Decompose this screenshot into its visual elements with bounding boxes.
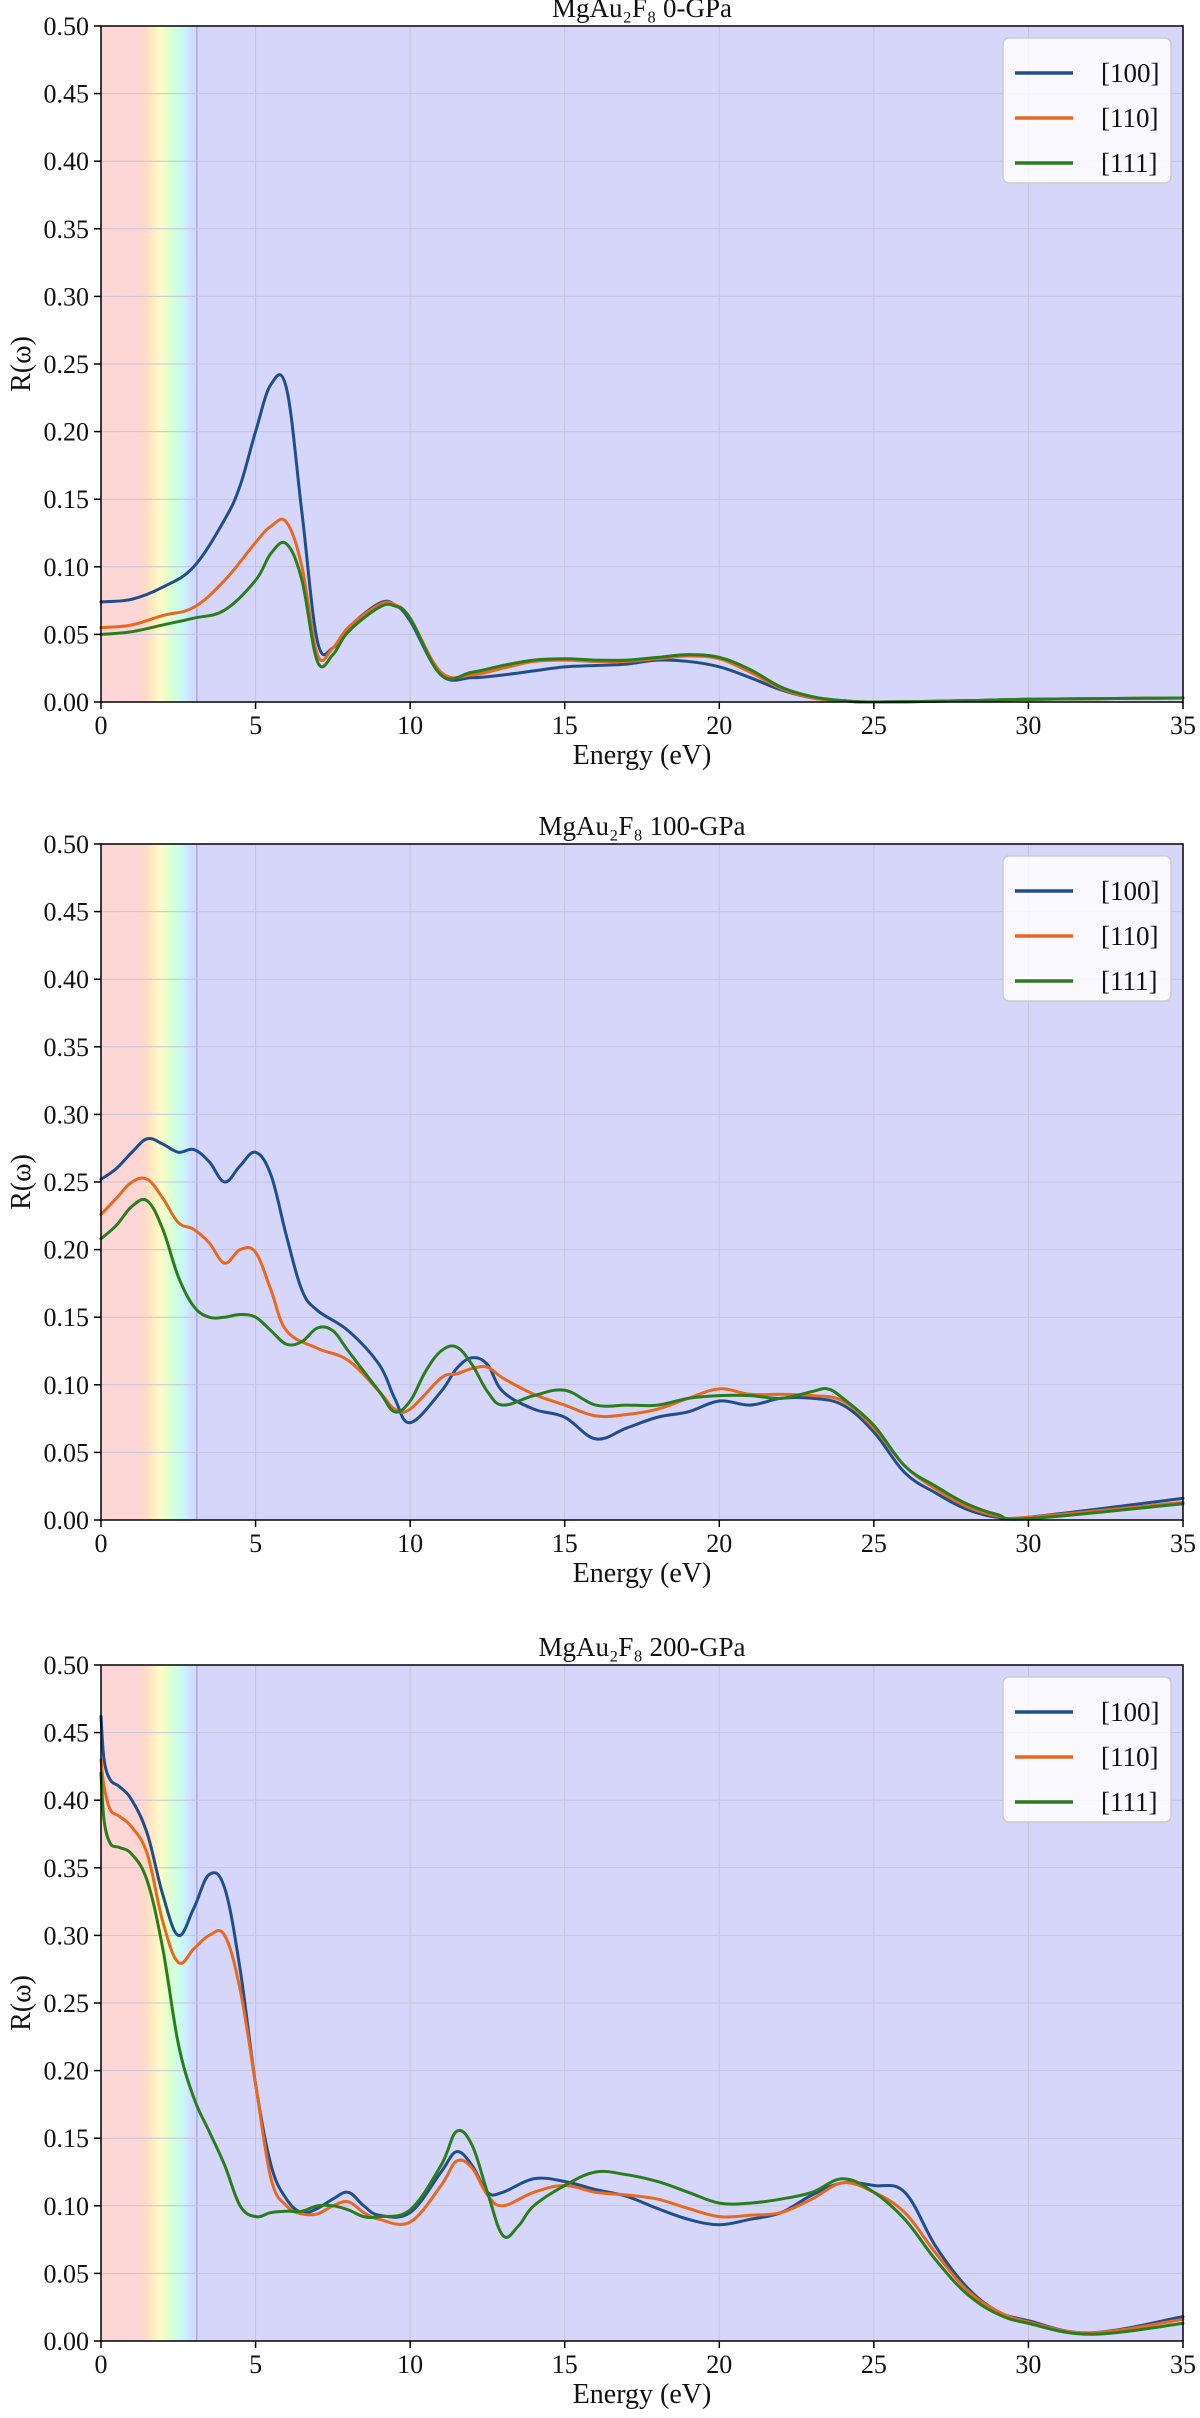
y-tick-label: 0.25 xyxy=(44,1168,90,1197)
x-tick-label: 35 xyxy=(1170,1529,1196,1558)
x-tick-label: 0 xyxy=(95,1529,108,1558)
y-tick-label: 0.30 xyxy=(44,1921,90,1950)
y-tick-label: 0.25 xyxy=(44,1989,90,2018)
x-tick-label: 10 xyxy=(397,2350,423,2379)
x-tick-label: 0 xyxy=(95,711,108,740)
y-tick-label: 0.50 xyxy=(44,830,90,859)
y-tick-label: 0.15 xyxy=(44,485,90,514)
y-tick-label: 0.25 xyxy=(44,350,90,379)
legend-entry-label: [110] xyxy=(1101,921,1158,951)
x-tick-label: 15 xyxy=(552,2350,578,2379)
x-tick-label: 35 xyxy=(1170,2350,1196,2379)
series-line-111 xyxy=(99,540,1185,704)
x-tick-label: 10 xyxy=(397,711,423,740)
y-tick-label: 0.45 xyxy=(44,898,90,927)
series-line-100 xyxy=(99,1714,1185,2335)
x-tick-label: 15 xyxy=(552,711,578,740)
chart-title: MgAu₂F₈ 0-GPa xyxy=(552,0,732,23)
chart-panel-2: 0 5 10 15 20 25 30 35 0.00 0.05 0.10 0.15 0.20 0.25 0.… xyxy=(6,1632,1196,2410)
x-tick-label: 35 xyxy=(1170,711,1196,740)
y-tick-label: 0.45 xyxy=(44,1719,90,1748)
x-tick-label: 5 xyxy=(249,711,262,740)
y-axis-label: R(ω) xyxy=(6,1975,37,2031)
legend-entry-label: [111] xyxy=(1101,1787,1157,1817)
x-tick-label: 25 xyxy=(861,2350,887,2379)
y-tick-label: 0.30 xyxy=(44,282,90,311)
y-tick-label: 0.30 xyxy=(44,1100,90,1129)
x-tick-label: 25 xyxy=(861,1529,887,1558)
y-tick-label: 0.00 xyxy=(44,2327,90,2356)
y-axis-label: R(ω) xyxy=(6,1154,37,1210)
legend-entry-label: [100] xyxy=(1101,876,1159,906)
x-tick-label: 0 xyxy=(95,2350,108,2379)
y-axis-label: R(ω) xyxy=(6,336,37,392)
y-tick-label: 0.10 xyxy=(44,553,90,582)
y-tick-label: 0.00 xyxy=(44,688,90,717)
y-tick-label: 0.40 xyxy=(44,965,90,994)
x-tick-label: 30 xyxy=(1015,1529,1041,1558)
y-tick-label: 0.45 xyxy=(44,80,90,109)
x-axis-label: Energy (eV) xyxy=(573,1558,712,1589)
legend: [100] [110] [111] xyxy=(1002,855,1172,1002)
chart-title: MgAu₂F₈ 200-GPa xyxy=(538,1632,745,1662)
y-tick-label: 0.40 xyxy=(44,1786,90,1815)
x-tick-label: 5 xyxy=(249,2350,262,2379)
y-tick-label: 0.05 xyxy=(44,1438,90,1467)
y-tick-label: 0.20 xyxy=(44,1236,90,1265)
y-tick-label: 0.20 xyxy=(44,2057,90,2086)
chart-panel-0: 0 5 10 15 20 25 30 35 0.00 0.05 0.10 0.15 0.20 0.25 0.… xyxy=(6,0,1196,771)
x-tick-label: 30 xyxy=(1015,2350,1041,2379)
y-tick-label: 0.10 xyxy=(44,2192,90,2221)
y-tick-label: 0.35 xyxy=(44,215,90,244)
y-tick-label: 0.10 xyxy=(44,1371,90,1400)
legend: [100] [110] [111] xyxy=(1002,37,1172,184)
x-tick-label: 20 xyxy=(706,1529,732,1558)
x-tick-label: 30 xyxy=(1015,711,1041,740)
x-tick-label: 10 xyxy=(397,1529,423,1558)
y-tick-label: 0.05 xyxy=(44,2259,90,2288)
x-tick-label: 25 xyxy=(861,711,887,740)
y-tick-label: 0.05 xyxy=(44,620,90,649)
x-axis-label: Energy (eV) xyxy=(573,2379,712,2410)
legend: [100] [110] [111] xyxy=(1002,1676,1172,1823)
legend-entry-label: [111] xyxy=(1101,148,1157,178)
legend-entry-label: [111] xyxy=(1101,966,1157,996)
y-tick-label: 0.00 xyxy=(44,1506,90,1535)
legend-entry-label: [100] xyxy=(1101,58,1159,88)
y-tick-label: 0.15 xyxy=(44,2124,90,2153)
legend-entry-label: [110] xyxy=(1101,103,1158,133)
x-tick-label: 15 xyxy=(552,1529,578,1558)
y-tick-label: 0.40 xyxy=(44,147,90,176)
x-tick-label: 5 xyxy=(249,1529,262,1558)
x-axis-label: Energy (eV) xyxy=(573,740,712,771)
y-tick-label: 0.35 xyxy=(44,1033,90,1062)
series-line-111 xyxy=(99,1197,1185,1521)
y-tick-label: 0.50 xyxy=(44,12,90,41)
chart-panel-1: 0 5 10 15 20 25 30 35 0.00 0.05 0.10 0.15 0.20 0.25 0.… xyxy=(6,811,1196,1589)
y-tick-label: 0.50 xyxy=(44,1651,90,1680)
x-tick-label: 20 xyxy=(706,711,732,740)
series-line-110 xyxy=(99,1758,1185,2335)
x-tick-label: 20 xyxy=(706,2350,732,2379)
y-tick-label: 0.35 xyxy=(44,1854,90,1883)
chart-title: MgAu₂F₈ 100-GPa xyxy=(538,811,745,841)
series-line-111 xyxy=(99,1771,1185,2336)
y-tick-label: 0.20 xyxy=(44,418,90,447)
legend-entry-label: [100] xyxy=(1101,1697,1159,1727)
y-tick-label: 0.15 xyxy=(44,1303,90,1332)
legend-entry-label: [110] xyxy=(1101,1742,1158,1772)
